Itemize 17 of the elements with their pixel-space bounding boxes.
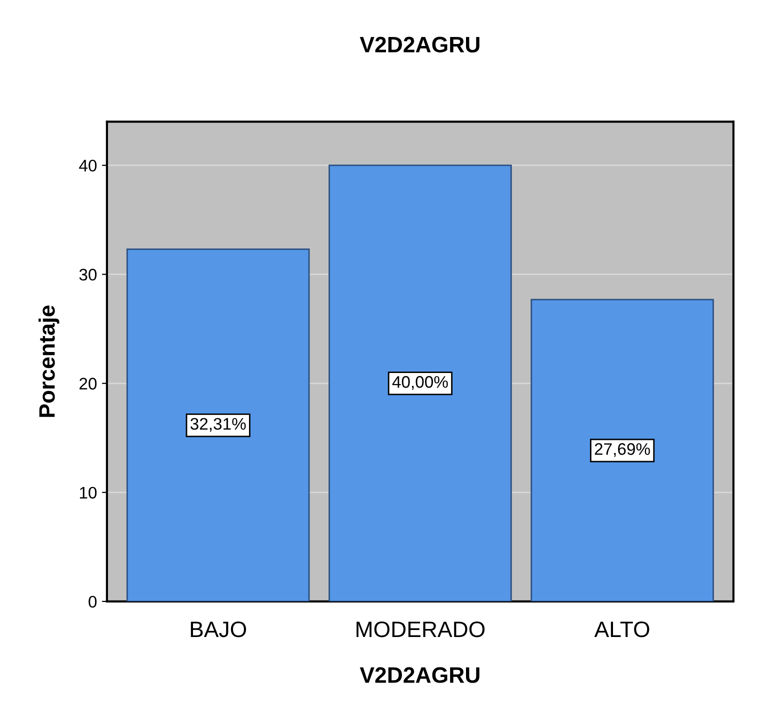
y-tick-label: 30	[79, 268, 97, 281]
data-label: 40,00%	[392, 376, 448, 390]
y-tick-label: 10	[80, 486, 97, 499]
x-tick-label: BAJO	[190, 621, 246, 638]
bar	[126, 248, 310, 602]
y-tick-label: 40	[79, 160, 97, 172]
data-label: 27,69%	[594, 443, 650, 457]
y-axis-title: Porcentaje	[38, 306, 60, 417]
y-tick-label: 20	[80, 378, 97, 390]
bar	[530, 298, 714, 602]
x-tick-label: MODERADO	[356, 621, 485, 638]
bar	[328, 164, 512, 602]
y-tick-label: 0	[88, 596, 97, 608]
x-axis-title: V2D2AGRU	[360, 667, 480, 683]
chart-title: V2D2AGRU	[360, 36, 480, 52]
x-tick-label: ALTO	[594, 621, 650, 638]
data-label: 32,31%	[190, 418, 246, 432]
